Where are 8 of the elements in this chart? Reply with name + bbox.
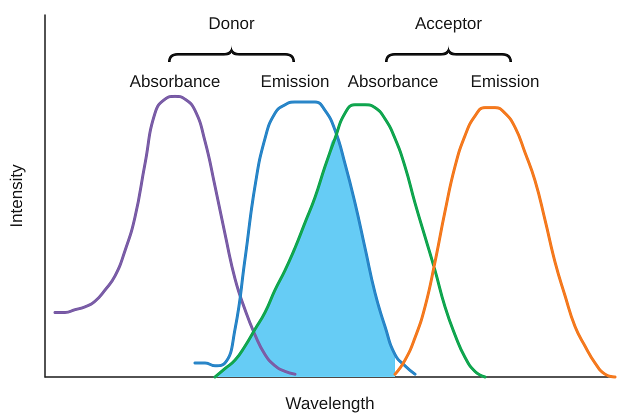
series-label: Absorbance xyxy=(348,72,438,92)
y-axis-title: Intensity xyxy=(7,164,26,228)
series-label: Emission xyxy=(470,72,540,92)
series-label: Emission xyxy=(260,72,330,92)
text: Donor xyxy=(208,14,255,34)
x-axis-title: Wavelength xyxy=(285,394,375,413)
text: Acceptor xyxy=(414,14,482,34)
series-label: Absorbance xyxy=(130,72,220,92)
